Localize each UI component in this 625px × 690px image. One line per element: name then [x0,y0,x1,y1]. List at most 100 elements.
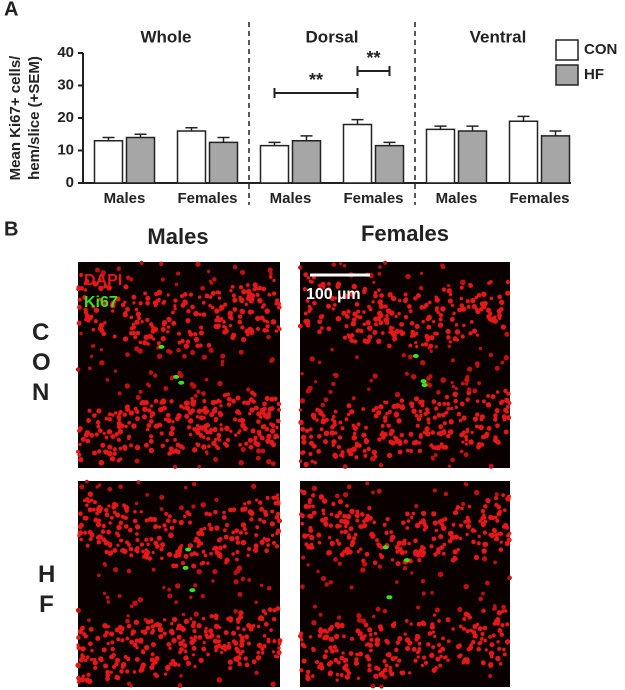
nucleus [117,594,122,599]
nucleus [191,645,197,651]
nucleus [191,563,197,569]
x-tick-label: Females [177,190,237,207]
nucleus [160,335,166,342]
nucleus [475,399,480,404]
nucleus [216,639,221,644]
nucleus [473,489,480,496]
nucleus [217,296,222,300]
nucleus [223,302,228,307]
nucleus [465,429,470,434]
nucleus [106,641,110,646]
nucleus [495,390,500,394]
nucleus [90,498,94,503]
nucleus [496,313,502,319]
nucleus [340,426,345,431]
row-label: CON [32,319,51,406]
nucleus [146,342,150,346]
nucleus [246,500,252,505]
x-tick-label: Males [270,190,312,207]
nucleus [440,377,447,383]
nucleus [501,493,506,498]
nucleus [433,453,438,458]
nucleus [449,317,455,322]
nucleus [98,285,104,292]
nucleus [421,655,427,660]
bar [176,130,207,184]
nucleus [271,540,277,545]
nucleus [375,606,381,612]
nucleus [93,657,97,662]
nucleus [431,319,436,324]
nucleus [150,411,156,417]
nucleus [230,335,236,341]
nucleus [159,261,164,267]
nucleus [161,405,167,411]
nucleus [198,295,202,299]
nucleus [506,391,511,396]
nucleus [268,275,273,279]
nucleus [193,393,198,399]
nucleus [474,295,478,300]
nucleus [273,396,278,402]
nucleus [197,464,202,469]
nucleus [265,324,270,329]
nucleus [446,335,451,340]
nucleus [148,516,154,522]
nucleus [105,595,110,600]
nucleus [348,651,354,656]
nucleus [333,409,338,414]
nucleus [417,557,422,563]
cell-nuclei [75,260,282,469]
nucleus [328,660,334,665]
nucleus [270,509,275,514]
nucleus [490,516,495,521]
nucleus [259,315,265,321]
nucleus [335,523,341,529]
nucleus [160,399,167,405]
nucleus [441,412,446,418]
nucleus [349,508,355,515]
x-tick-label: Females [343,190,403,207]
nucleus [362,519,366,524]
nucleus [129,315,134,320]
nucleus [96,449,102,454]
nucleus [199,561,204,566]
nucleus [493,537,498,542]
nucleus [329,430,336,436]
nucleus [174,282,179,287]
nucleus [274,514,280,520]
nucleus [393,655,398,660]
nucleus [311,504,315,509]
nucleus [369,637,374,642]
nucleus [410,571,414,575]
nucleus [268,271,273,276]
nucleus [463,452,469,458]
nucleus [92,280,97,285]
nucleus [404,619,409,623]
nucleus [377,437,382,442]
nucleus [135,330,141,336]
nucleus [322,635,328,641]
nucleus [379,554,385,560]
nucleus [466,387,472,393]
nucleus [87,408,92,413]
nucleus [166,642,172,647]
nucleus [489,655,494,659]
nucleus [171,310,175,315]
nucleus [134,638,140,643]
nucleus [187,512,192,517]
nucleus [305,675,311,682]
nucleus [429,652,435,659]
nucleus [446,401,451,407]
nucleus [503,388,508,393]
nucleus [78,457,84,463]
nucleus [208,430,213,435]
nucleus [345,503,349,508]
nucleus [168,662,173,666]
nucleus [351,317,357,322]
nucleus [331,501,336,507]
nucleus [168,349,173,355]
nucleus [337,445,342,449]
nucleus [162,299,167,304]
nucleus [216,315,220,320]
